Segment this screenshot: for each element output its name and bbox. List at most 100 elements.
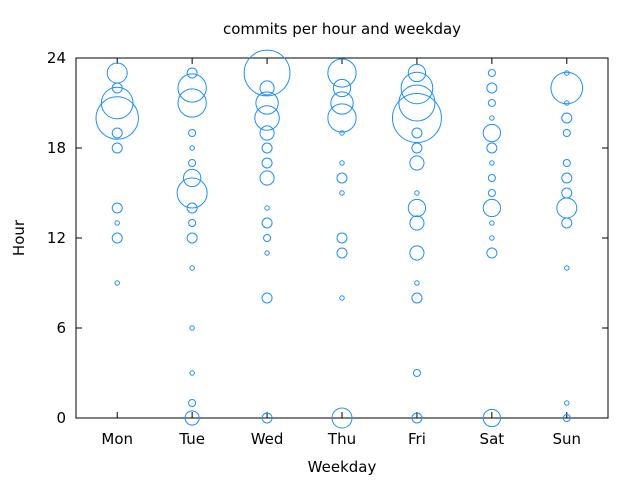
bubble-wed-11 bbox=[264, 250, 270, 256]
bubble-sat-16 bbox=[487, 173, 496, 183]
bubble-tue-3 bbox=[189, 370, 195, 376]
bubble-thu-16 bbox=[336, 172, 348, 184]
bubble-sat-15 bbox=[487, 188, 496, 198]
bubble-sun-10 bbox=[564, 265, 570, 271]
bubble-mon-21 bbox=[100, 86, 134, 120]
bubble-sun-20 bbox=[561, 112, 573, 124]
bubble-tue-22 bbox=[177, 73, 207, 103]
x-tick-label: Sat bbox=[480, 430, 505, 448]
bubble-tue-16 bbox=[182, 168, 202, 188]
bubble-tue-13 bbox=[188, 218, 197, 228]
bubble-fri-23 bbox=[407, 63, 427, 83]
bubble-sun-15 bbox=[561, 187, 573, 199]
bubble-tue-17 bbox=[188, 158, 197, 168]
x-tick-label: Wed bbox=[251, 430, 284, 448]
bubble-tue-0 bbox=[184, 410, 200, 426]
bubble-tue-14 bbox=[186, 202, 198, 214]
bubble-fri-20 bbox=[391, 93, 442, 143]
bubble-wed-12 bbox=[263, 233, 272, 243]
bubble-mon-23 bbox=[106, 62, 128, 84]
bubble-series bbox=[95, 49, 584, 429]
bubble-sat-19 bbox=[482, 123, 502, 143]
bubble-tue-15 bbox=[176, 177, 208, 209]
bubble-mon-12 bbox=[111, 232, 123, 244]
bubble-fri-0 bbox=[411, 412, 423, 424]
bubble-mon-14 bbox=[111, 202, 123, 214]
bubble-fri-15 bbox=[414, 190, 420, 196]
bubble-tue-6 bbox=[189, 325, 195, 331]
bubble-thu-23 bbox=[327, 58, 357, 88]
bubble-wed-23 bbox=[243, 49, 291, 97]
bubble-fri-9 bbox=[414, 280, 420, 286]
x-tick-label: Fri bbox=[408, 430, 426, 448]
bubble-sun-19 bbox=[562, 128, 571, 138]
y-tick-label: 18 bbox=[47, 139, 66, 157]
bubble-sat-21 bbox=[487, 98, 496, 108]
bubble-wed-21 bbox=[255, 91, 279, 115]
bubble-fri-8 bbox=[411, 292, 423, 304]
bubble-mon-13 bbox=[114, 220, 120, 226]
bubble-sun-21 bbox=[564, 100, 570, 106]
bubble-fri-22 bbox=[400, 71, 434, 105]
x-tick-label: Thu bbox=[327, 430, 356, 448]
bubble-wed-14 bbox=[264, 205, 270, 211]
plot-frame bbox=[75, 57, 609, 419]
bubble-mon-20 bbox=[95, 96, 139, 140]
bubble-wed-20 bbox=[254, 105, 280, 131]
chart-title: commits per hour and weekday bbox=[223, 20, 461, 38]
bubble-fri-18 bbox=[411, 142, 423, 154]
bubble-wed-18 bbox=[261, 142, 273, 154]
y-tick-label: 0 bbox=[56, 409, 66, 427]
bubble-mon-18 bbox=[111, 142, 123, 154]
bubble-thu-21 bbox=[330, 91, 354, 115]
y-tick-label: 24 bbox=[47, 49, 66, 67]
x-tick-label: Tue bbox=[178, 430, 205, 448]
bubble-thu-19 bbox=[339, 130, 345, 136]
bubble-sat-17 bbox=[489, 160, 495, 166]
bubble-sun-16 bbox=[561, 172, 573, 184]
bubble-wed-19 bbox=[259, 125, 275, 141]
bubble-tue-12 bbox=[186, 232, 198, 244]
bubble-mon-19 bbox=[111, 127, 123, 139]
bubble-sat-18 bbox=[486, 142, 498, 154]
bubble-wed-0 bbox=[261, 412, 273, 424]
y-tick-label: 6 bbox=[56, 319, 66, 337]
bubble-fri-13 bbox=[409, 215, 425, 231]
bubble-sat-13 bbox=[489, 220, 495, 226]
bubble-fri-19 bbox=[411, 127, 423, 139]
bubble-thu-0 bbox=[331, 407, 353, 429]
bubble-wed-13 bbox=[261, 217, 273, 229]
bubble-mon-9 bbox=[114, 280, 120, 286]
x-tick-label: Mon bbox=[101, 430, 133, 448]
bubble-fri-3 bbox=[412, 368, 421, 378]
bubble-sun-0 bbox=[562, 413, 571, 423]
bubble-thu-15 bbox=[339, 190, 345, 196]
x-axis-label: Weekday bbox=[308, 458, 377, 476]
bubble-fri-11 bbox=[409, 245, 425, 261]
bubble-wed-8 bbox=[261, 292, 273, 304]
bubble-sat-23 bbox=[487, 68, 496, 78]
bubble-sun-17 bbox=[562, 158, 571, 168]
x-tick-label: Sun bbox=[553, 430, 582, 448]
bubble-sat-14 bbox=[482, 198, 502, 218]
bubble-fri-17 bbox=[409, 155, 425, 171]
bubble-sun-22 bbox=[550, 71, 584, 105]
y-axis-label: Hour bbox=[10, 219, 28, 256]
bubble-tue-10 bbox=[189, 265, 195, 271]
bubble-wed-17 bbox=[261, 157, 273, 169]
bubble-thu-11 bbox=[336, 247, 348, 259]
bubble-thu-12 bbox=[336, 232, 348, 244]
bubble-thu-20 bbox=[327, 103, 357, 133]
bubble-thu-17 bbox=[339, 160, 345, 166]
bubble-sat-11 bbox=[486, 247, 498, 259]
bubble-thu-22 bbox=[332, 78, 352, 98]
bubble-sun-13 bbox=[561, 217, 573, 229]
bubble-wed-16 bbox=[259, 170, 275, 186]
bubble-sun-14 bbox=[556, 197, 578, 219]
y-tick-label: 12 bbox=[47, 229, 66, 247]
bubble-tue-1 bbox=[188, 398, 197, 408]
bubble-tue-21 bbox=[177, 88, 207, 118]
bubble-sat-0 bbox=[482, 408, 502, 428]
bubble-tue-18 bbox=[189, 145, 195, 151]
